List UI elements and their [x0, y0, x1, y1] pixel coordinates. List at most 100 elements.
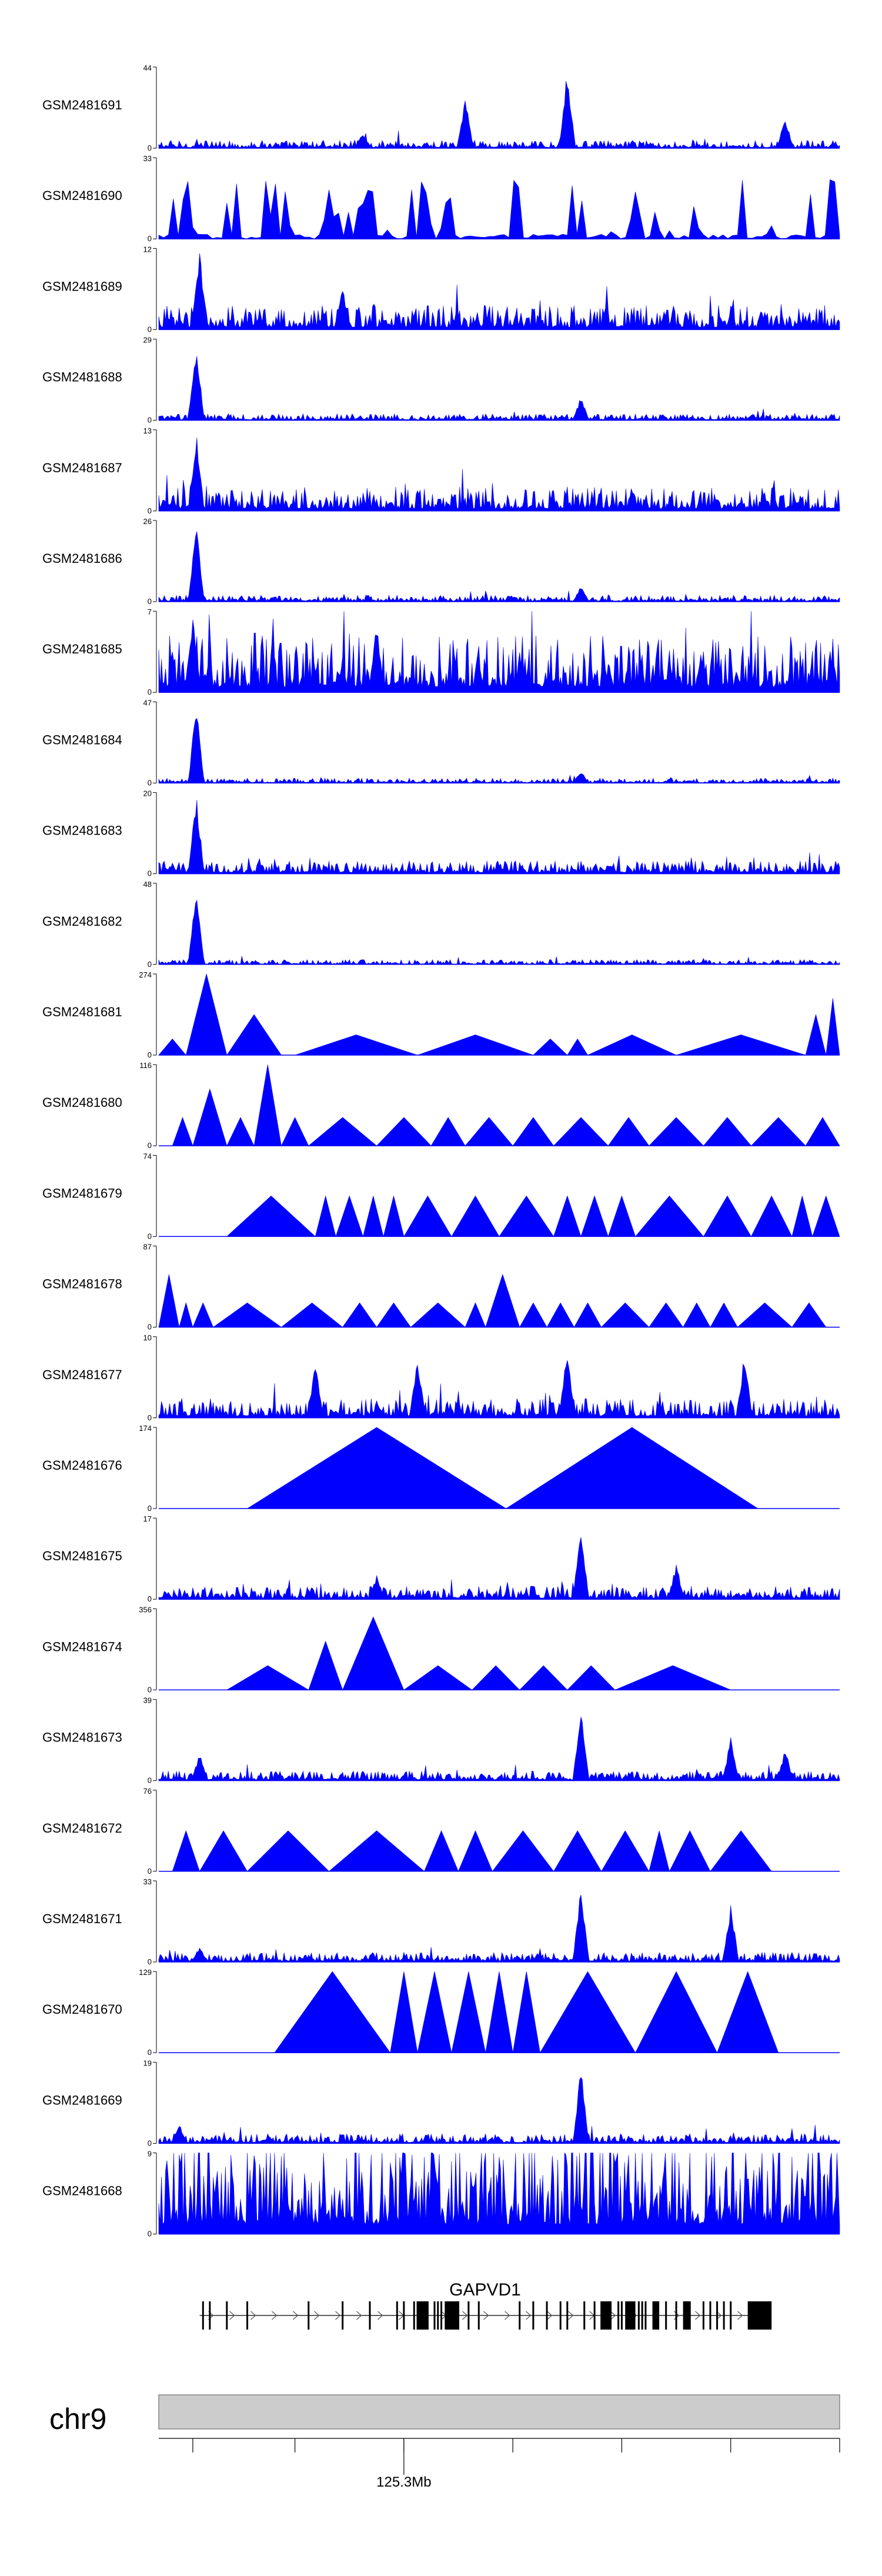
track-GSM2481682: GSM2481682 48 0	[42, 880, 840, 969]
track-GSM2481678: GSM2481678 87 0	[42, 1243, 840, 1332]
coverage-area	[158, 1537, 840, 1600]
coverage-area	[158, 899, 840, 965]
gene-exon	[308, 2301, 310, 2330]
y-axis-max-label: 33	[143, 154, 152, 163]
coverage-area	[158, 800, 840, 874]
gene-exon	[209, 2301, 211, 2330]
gene-exon	[723, 2301, 725, 2330]
track-label: GSM2481681	[42, 1005, 122, 1019]
coverage-area	[158, 1717, 840, 1781]
strand-arrow	[229, 2311, 235, 2320]
track-GSM2481668: GSM2481668 9 0	[42, 2150, 840, 2238]
strand-arrow	[462, 2311, 468, 2320]
track-label: GSM2481676	[42, 1458, 122, 1473]
coverage-area	[226, 1616, 731, 1690]
track-label: GSM2481690	[42, 188, 122, 203]
y-axis-max-label: 174	[139, 1424, 152, 1433]
chromosome-band	[158, 2394, 840, 2430]
gene-exon	[644, 2301, 647, 2330]
gene-exon	[617, 2301, 620, 2330]
track-GSM2481671: GSM2481671 33 0	[42, 1877, 840, 1966]
y-axis-max-label: 19	[143, 2058, 152, 2067]
coverage-area	[246, 1427, 759, 1509]
track-label: GSM2481683	[42, 823, 122, 838]
y-axis-max-label: 48	[143, 880, 152, 889]
coverage-area	[226, 1195, 840, 1237]
track-label: GSM2481672	[42, 1821, 122, 1836]
y-axis-min-label: 0	[148, 869, 152, 878]
strand-arrow	[547, 2311, 553, 2320]
strand-arrow	[526, 2311, 532, 2320]
track-label: GSM2481680	[42, 1095, 122, 1110]
gene-exon	[559, 2301, 562, 2330]
y-axis-min-label: 0	[148, 144, 152, 152]
gene-exon-block	[652, 2301, 660, 2330]
y-axis-min-label: 0	[148, 1957, 152, 1966]
track-GSM2481675: GSM2481675 17 0	[42, 1514, 840, 1603]
strand-arrow	[505, 2311, 510, 2320]
gene-exon-block	[601, 2301, 612, 2330]
gene-exon-block	[683, 2301, 690, 2330]
gene-exon	[433, 2301, 436, 2330]
coverage-area	[158, 2152, 840, 2234]
track-GSM2481684: GSM2481684 47 0	[42, 698, 840, 787]
y-axis-min-label: 0	[148, 1594, 152, 1603]
track-label: GSM2481685	[42, 642, 122, 656]
track-label: GSM2481679	[42, 1186, 122, 1200]
coverage-area	[158, 438, 840, 512]
y-axis-min-label: 0	[148, 506, 152, 515]
gene-exon	[532, 2301, 534, 2330]
y-axis-min-label: 0	[148, 2138, 152, 2147]
track-label: GSM2481682	[42, 914, 122, 929]
gene-exon	[665, 2301, 667, 2330]
track-GSM2481679: GSM2481679 74 0	[42, 1152, 840, 1240]
gene-exon	[709, 2301, 711, 2330]
track-GSM2481689: GSM2481689 12 0	[42, 245, 840, 333]
coverage-area	[158, 1273, 827, 1327]
strand-arrow	[716, 2311, 722, 2320]
strand-arrow	[356, 2311, 362, 2320]
track-label: GSM2481677	[42, 1367, 122, 1382]
track-label: GSM2481671	[42, 1911, 122, 1926]
y-axis-max-label: 13	[143, 426, 152, 435]
y-axis-max-label: 9	[148, 2150, 152, 2158]
gene-exon	[620, 2301, 623, 2330]
gene-exon	[413, 2301, 415, 2330]
y-axis-min-label: 0	[148, 2048, 152, 2057]
y-axis-max-label: 20	[143, 789, 152, 798]
gene-exon	[342, 2301, 344, 2330]
coverage-area	[158, 973, 840, 1056]
y-axis-max-label: 47	[143, 698, 152, 707]
track-label: GSM2481674	[42, 1639, 122, 1654]
gene-exon	[583, 2301, 586, 2330]
y-axis-max-label: 29	[143, 336, 152, 345]
track-label: GSM2481670	[42, 2002, 122, 2017]
gene-exon	[202, 2301, 204, 2330]
y-axis-min-label: 0	[148, 1141, 152, 1150]
gene-exon	[637, 2301, 640, 2330]
coverage-area	[158, 531, 840, 602]
gene-exon-block	[445, 2301, 459, 2330]
strand-arrow	[568, 2311, 574, 2320]
gene-exon	[675, 2301, 677, 2330]
track-label: GSM2481678	[42, 1277, 122, 1292]
y-axis-max-label: 274	[139, 970, 152, 979]
y-axis-min-label: 0	[148, 1413, 152, 1422]
gene-exon	[716, 2301, 719, 2330]
coverage-area	[172, 1830, 772, 1872]
y-axis-max-label: 33	[143, 1877, 152, 1886]
gene-exon	[369, 2301, 371, 2330]
y-axis-max-label: 129	[139, 1968, 152, 1977]
gene-exon-block	[417, 2301, 428, 2330]
y-axis-min-label: 0	[148, 1232, 152, 1240]
gene-annotation-track: GAPVD1	[199, 2280, 772, 2330]
gene-exon	[477, 2301, 480, 2330]
strand-arrow	[695, 2311, 701, 2320]
track-GSM2481673: GSM2481673 39 0	[42, 1696, 840, 1785]
y-axis-max-label: 116	[139, 1061, 152, 1070]
track-GSM2481683: GSM2481683 20 0	[42, 789, 840, 878]
y-axis-max-label: 7	[148, 608, 152, 616]
gene-exon	[566, 2301, 569, 2330]
gene-name-label: GAPVD1	[449, 2280, 521, 2300]
